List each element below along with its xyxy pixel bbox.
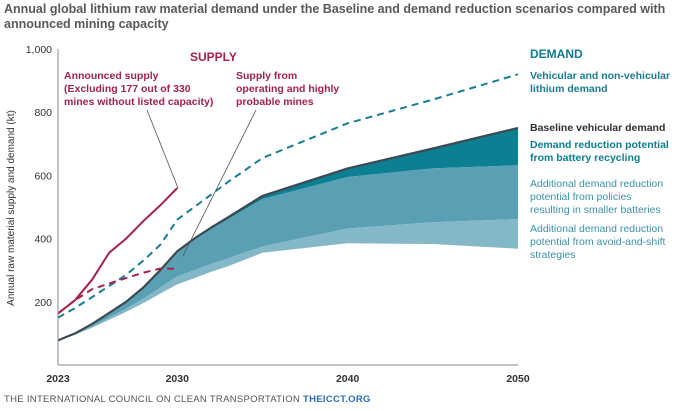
operating-leader-line: [182, 109, 257, 257]
area-bands: [58, 128, 518, 341]
y-tick-label: 400: [34, 234, 52, 246]
recycling-band: [58, 128, 518, 341]
x-tick-label: 2030: [166, 373, 190, 385]
y-axis-label: Annual raw material supply and demand (k…: [6, 110, 17, 306]
x-tick-label: 2040: [336, 373, 360, 385]
avoid-shift-label: Additional demand reduction potential fr…: [530, 223, 668, 261]
axes: [57, 49, 518, 366]
announced-supply-label: Announced supply (Excluding 177 out of 3…: [64, 70, 213, 108]
tick-labels: 2023 2030 2040 2050 200 400 600 800 1,000: [26, 44, 530, 385]
demand-heading: DEMAND: [530, 47, 583, 61]
announced-supply-line: [57, 187, 179, 315]
recycling-label: Demand reduction potential from battery …: [530, 139, 672, 164]
operating-supply-line: [57, 267, 178, 315]
avoid-shift-band: [58, 219, 518, 341]
footer: THE INTERNATIONAL COUNCIL ON CLEAN TRANS…: [4, 394, 371, 405]
announced-leader-line: [146, 109, 179, 189]
x-tick-label: 2023: [46, 373, 70, 385]
baseline-demand-line: [57, 126, 519, 342]
policies-band: [58, 165, 518, 341]
y-tick-label: 800: [34, 107, 52, 119]
series-lines: [57, 73, 519, 342]
y-tick-label: 600: [34, 170, 52, 182]
baseline-demand-label: Baseline vehicular demand: [530, 122, 665, 134]
vehicular-demand-label: Vehicular and non-vehicular lithium dema…: [530, 70, 673, 95]
chart-title: Annual global lithium raw material deman…: [4, 2, 666, 31]
vehicular-demand-line: [57, 73, 519, 319]
footer-site-link[interactable]: THEICCT.ORG: [303, 394, 371, 405]
y-tick-label: 200: [34, 297, 52, 309]
supply-heading: SUPPLY: [190, 50, 237, 64]
x-tick-label: 2050: [506, 373, 530, 385]
operating-supply-label: Supply from operating and highly probabl…: [236, 70, 342, 108]
y-tick-label: 1,000: [26, 44, 52, 56]
policies-label: Additional demand reduction potential fr…: [530, 178, 666, 216]
footer-org: THE INTERNATIONAL COUNCIL ON CLEAN TRANS…: [4, 394, 301, 405]
